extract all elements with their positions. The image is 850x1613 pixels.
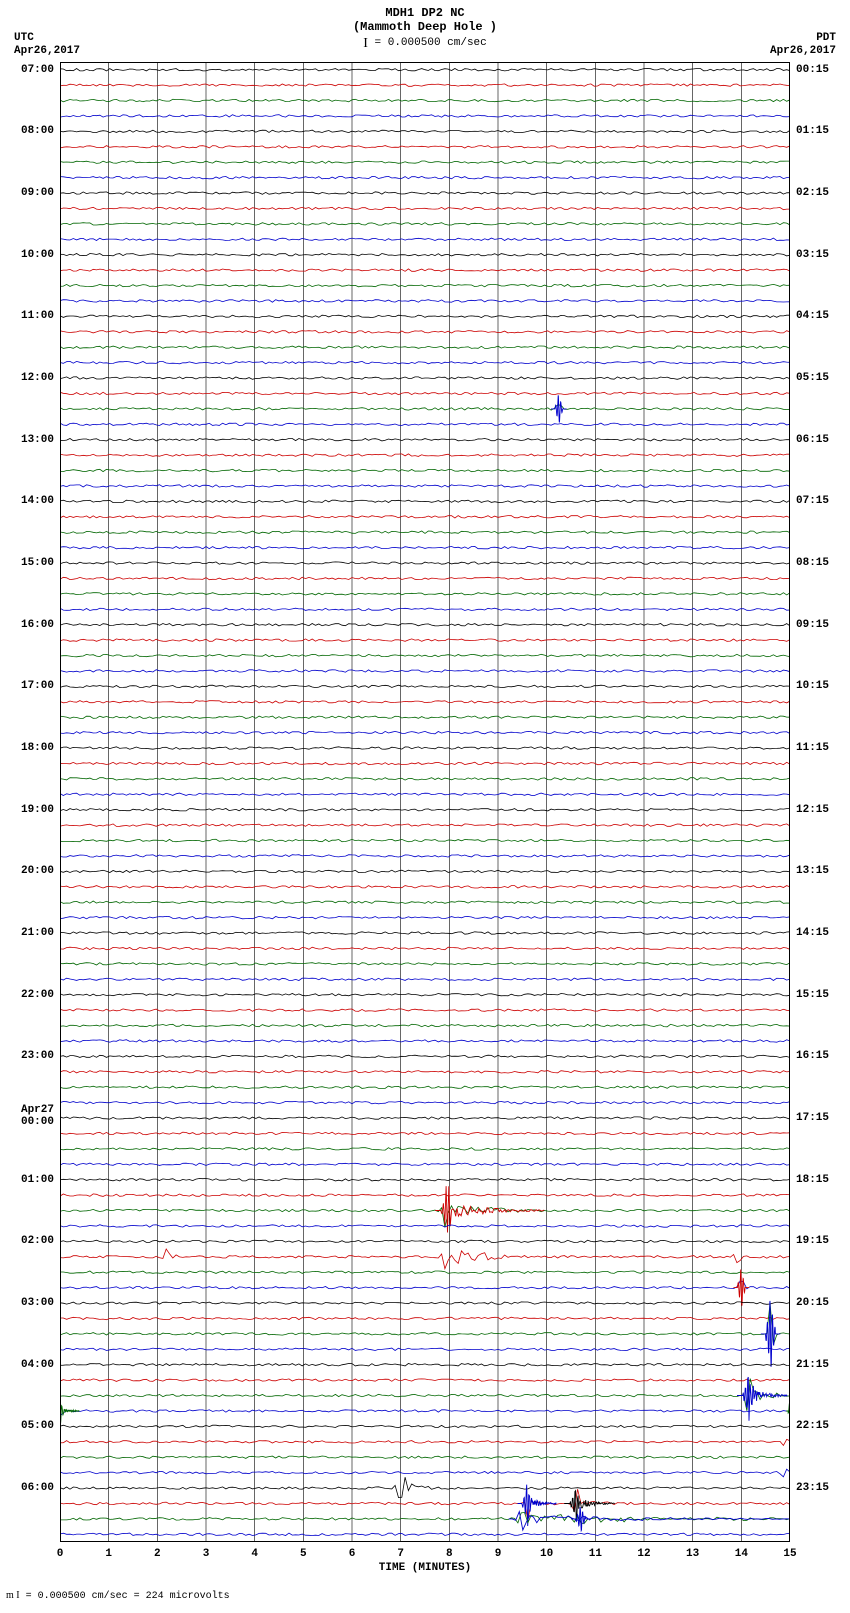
tz-right-date: Apr26,2017 (770, 45, 836, 58)
x-axis: TIME (MINUTES) 0123456789101112131415 (60, 1542, 790, 1582)
pdt-label: 20:15 (796, 1297, 829, 1309)
utc-label: 20:00 (21, 865, 54, 877)
x-tick-label: 0 (45, 1548, 75, 1560)
pdt-label: 09:15 (796, 619, 829, 631)
pdt-label: 17:15 (796, 1112, 829, 1124)
tz-right-label: PDT (770, 32, 836, 45)
pdt-label: 22:15 (796, 1420, 829, 1432)
pdt-label: 01:15 (796, 125, 829, 137)
utc-label: 13:00 (21, 434, 54, 446)
pdt-label: 16:15 (796, 1050, 829, 1062)
x-tick-label: 4 (240, 1548, 270, 1560)
utc-label: 07:00 (21, 64, 54, 76)
pdt-label: 05:15 (796, 372, 829, 384)
x-tick-label: 8 (434, 1548, 464, 1560)
pdt-axis-labels: 00:15 01:15 02:15 03:15 04:15 05:15 06:15 07:15… (792, 62, 850, 1542)
pdt-label: 23:15 (796, 1482, 829, 1494)
pdt-label: 18:15 (796, 1174, 829, 1186)
utc-label: 06:00 (21, 1482, 54, 1494)
pdt-label: 21:15 (796, 1359, 829, 1371)
utc-label: 10:00 (21, 249, 54, 261)
pdt-label: 15:15 (796, 989, 829, 1001)
plot-border (60, 62, 790, 1542)
pdt-label: 10:15 (796, 680, 829, 692)
footnote-text2: 224 microvolts (146, 1591, 230, 1602)
utc-label: 21:00 (21, 927, 54, 939)
tz-left-date: Apr26,2017 (14, 45, 80, 58)
pdt-label: 13:15 (796, 865, 829, 877)
tz-left-block: UTC Apr26,2017 (14, 32, 80, 58)
utc-label: 17:00 (21, 680, 54, 692)
pdt-label: 07:15 (796, 495, 829, 507)
utc-label: 09:00 (21, 187, 54, 199)
station-line: MDH1 DP2 NC (0, 6, 850, 20)
seismogram-plot (60, 62, 790, 1542)
tz-left-label: UTC (14, 32, 80, 45)
utc-label: 15:00 (21, 557, 54, 569)
x-tick-label: 11 (580, 1548, 610, 1560)
utc-label: 16:00 (21, 619, 54, 631)
tz-right-block: PDT Apr26,2017 (770, 32, 836, 58)
utc-label: 05:00 (21, 1420, 54, 1432)
x-tick-label: 14 (726, 1548, 756, 1560)
footnote: m I = 0.000500 cm/sec = 224 microvolts (6, 1590, 230, 1602)
pdt-label: 08:15 (796, 557, 829, 569)
title-block: MDH1 DP2 NC (Mammoth Deep Hole ) (0, 6, 850, 34)
x-tick-label: 6 (337, 1548, 367, 1560)
utc-label: 01:00 (21, 1174, 54, 1186)
scale-text: = 0.000500 cm/sec (375, 37, 487, 49)
x-tick-label: 10 (532, 1548, 562, 1560)
pdt-label: 02:15 (796, 187, 829, 199)
utc-label: 19:00 (21, 804, 54, 816)
pdt-label: 19:15 (796, 1235, 829, 1247)
utc-label: 04:00 (21, 1359, 54, 1371)
utc-label: 23:00 (21, 1050, 54, 1062)
utc-label: 22:00 (21, 989, 54, 1001)
x-tick-label: 7 (386, 1548, 416, 1560)
pdt-label: 06:15 (796, 434, 829, 446)
footnote-glyph: m I (6, 1590, 20, 1601)
utc-label: 18:00 (21, 742, 54, 754)
pdt-label: 04:15 (796, 310, 829, 322)
x-tick-label: 12 (629, 1548, 659, 1560)
pdt-label: 11:15 (796, 742, 829, 754)
pdt-label: 03:15 (796, 249, 829, 261)
scale-glyph: I (363, 36, 368, 51)
utc-label: 12:00 (21, 372, 54, 384)
utc-axis-labels: 07:00 08:00 09:00 10:00 11:00 12:00 13:00 14:00… (0, 62, 58, 1542)
header: MDH1 DP2 NC (Mammoth Deep Hole ) I = 0.0… (0, 6, 850, 61)
x-tick-label: 3 (191, 1548, 221, 1560)
scale-block: I = 0.000500 cm/sec (0, 36, 850, 52)
x-tick-label: 15 (775, 1548, 805, 1560)
utc-label: 14:00 (21, 495, 54, 507)
x-tick-label: 9 (483, 1548, 513, 1560)
x-tick-label: 5 (288, 1548, 318, 1560)
utc-label: 08:00 (21, 125, 54, 137)
utc-label: 02:00 (21, 1235, 54, 1247)
utc-label: Apr27 00:00 (21, 1104, 54, 1128)
footnote-text1: = 0.000500 cm/sec = (26, 1591, 140, 1602)
seismogram-page: MDH1 DP2 NC (Mammoth Deep Hole ) I = 0.0… (0, 0, 850, 1613)
x-axis-title: TIME (MINUTES) (60, 1562, 790, 1574)
utc-label: 03:00 (21, 1297, 54, 1309)
pdt-label: 12:15 (796, 804, 829, 816)
pdt-label: 14:15 (796, 927, 829, 939)
x-tick-label: 13 (678, 1548, 708, 1560)
location-line: (Mammoth Deep Hole ) (0, 20, 850, 34)
x-tick-label: 1 (94, 1548, 124, 1560)
pdt-label: 00:15 (796, 64, 829, 76)
x-tick-label: 2 (142, 1548, 172, 1560)
utc-label: 11:00 (21, 310, 54, 322)
